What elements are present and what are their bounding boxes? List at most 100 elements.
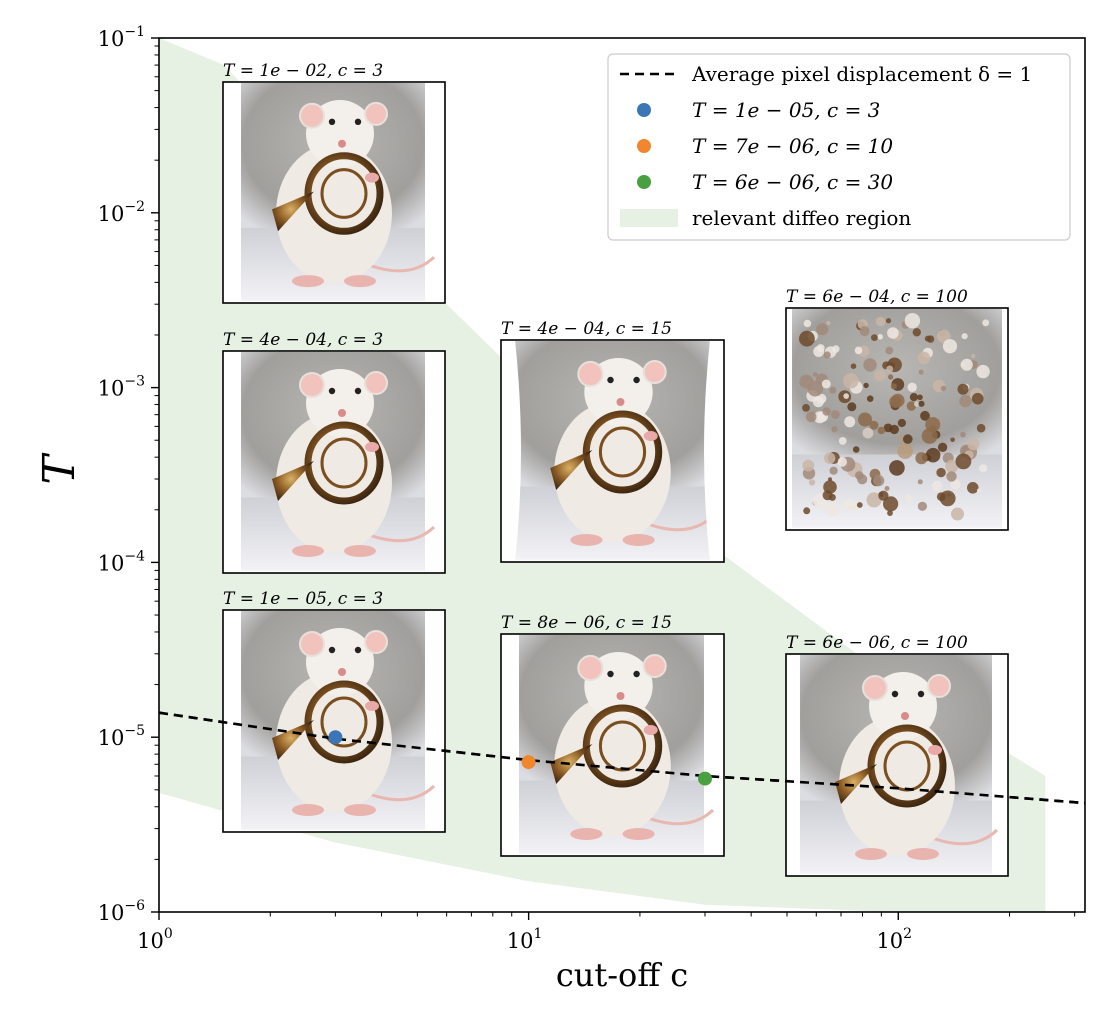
x-tick-label-2: 101 [507,926,543,953]
horn-coil [304,680,384,764]
scrambled-fragment [866,492,882,508]
scrambled-fragment [915,452,928,465]
scrambled-fragment [859,326,870,337]
scrambled-fragment [887,327,899,339]
thumbnail-title: T = 1e − 05, c = 3 [223,589,383,609]
rat-eye-right [633,670,640,678]
scrambled-fragment [886,365,894,373]
scrambled-fragment [825,502,840,517]
scrambled-fragment [955,453,972,470]
scrambled-fragment [904,494,913,503]
scrambled-fragment [967,482,979,494]
scrambled-fragment [971,353,976,359]
scrambled-fragment [843,498,856,512]
scrambled-fragment [803,507,811,515]
horn-bell [835,764,877,804]
scrambled-fragment [897,418,907,428]
horn-bell [272,191,314,232]
scrambled-fragment [799,330,815,347]
rat-ear-right [364,101,388,126]
legend-entry-1: Average pixel displacement δ = 1 [620,62,1032,86]
scrambled-fragment [887,510,893,516]
scrambled-fragment [821,379,831,389]
horn-coil [304,152,384,235]
rat-ear-left [299,102,325,129]
scrambled-fragment [829,386,837,394]
rat-foot-left [570,534,603,546]
scrambled-fragment [931,480,943,492]
scrambled-fragment [828,477,832,482]
scrambled-fragment [838,437,847,445]
horn-inner-coil [320,696,368,748]
scrambled-fragment [816,323,829,336]
rat-nose [616,692,625,700]
scrambled-fragment [847,402,857,412]
scrambled-fragment [823,480,837,494]
scrambled-fragment [877,334,883,340]
rat-ear-left [577,654,604,682]
x-axis-title: cut-off c [556,956,688,994]
rat-ear-left [577,360,604,388]
rat-hand [365,172,379,183]
rat-eye-right [354,387,362,395]
rat-tail [926,828,999,846]
rat-hand [365,442,379,452]
scrambled-fragment [979,464,988,473]
scrambled-fragment [904,313,921,329]
rat-foot-right [907,848,939,860]
scrambled-fragment [936,467,946,478]
legend-entry-3: T = 7e − 06, c = 10 [637,134,893,158]
legend-label: T = 7e − 06, c = 10 [692,134,893,158]
rat-foot-right [344,804,376,816]
y-tick-label-5: 10−2 [98,199,145,226]
horn-inner-coil [598,720,647,772]
scrambled-fragment [877,426,886,435]
scrambled-fragment [982,319,990,327]
scrambled-fragment [909,393,919,402]
legend-entry-2: T = 1e − 05, c = 3 [637,98,880,122]
rat-ear-right [927,674,951,698]
thumbnail-title: T = 8e − 06, c = 15 [501,613,672,633]
rat-foot-left [292,275,324,288]
scrambled-fragment [875,316,886,327]
scrambled-fragment [824,452,836,464]
scrambled-fragment [832,345,840,353]
legend-point-swatch [637,139,651,153]
scrambled-fragment [884,486,890,491]
horn-coil [582,410,663,494]
scrambled-fragment [850,363,857,370]
scrambled-fragment [937,442,948,452]
rat-tail [363,525,436,543]
legend-point-swatch [637,175,651,189]
scrambled-fragment [906,401,917,411]
scrambled-fragment [831,426,838,433]
scrambled-fragment [858,412,872,427]
scrambled-fragment [843,393,849,399]
axes-frame [158,37,1086,913]
rat-tail [363,256,436,273]
scrambled-fragment [957,383,969,395]
scrambled-fragment [976,423,986,433]
image-thumbnails: T = 1e − 02, c = 3 T = 4e − 04, c = 3 T = … [222,61,1009,877]
scrambled-fragment [961,333,968,340]
thumbnail-3: T = 1e − 05, c = 3 [222,589,446,833]
scrambled-fragment [918,369,924,375]
axes: 100 101 102 10−6 10−5 10−4 10−3 10−2 10−1 [98,24,1086,953]
legend-label: T = 1e − 05, c = 3 [692,98,880,122]
scrambled-fragment [959,394,972,408]
thumbnail-title: T = 4e − 04, c = 15 [501,319,672,339]
rat-eye-right [354,118,362,126]
rat-ear-right [642,654,667,678]
scrambled-fragment [866,395,874,403]
legend-entry-5: relevant diffeo region [620,206,911,230]
scrambled-fragment [862,427,874,439]
scrambled-fragment [960,358,973,371]
scrambled-fragment [897,443,913,459]
thumbnail-frame [222,81,446,304]
horn-inner-coil [320,437,368,489]
scrambled-fragment [802,459,815,472]
scrambled-fragment [813,372,818,377]
rat-foot-right [622,534,655,546]
rat-nose [901,712,909,720]
scrambled-fragment [883,423,893,433]
